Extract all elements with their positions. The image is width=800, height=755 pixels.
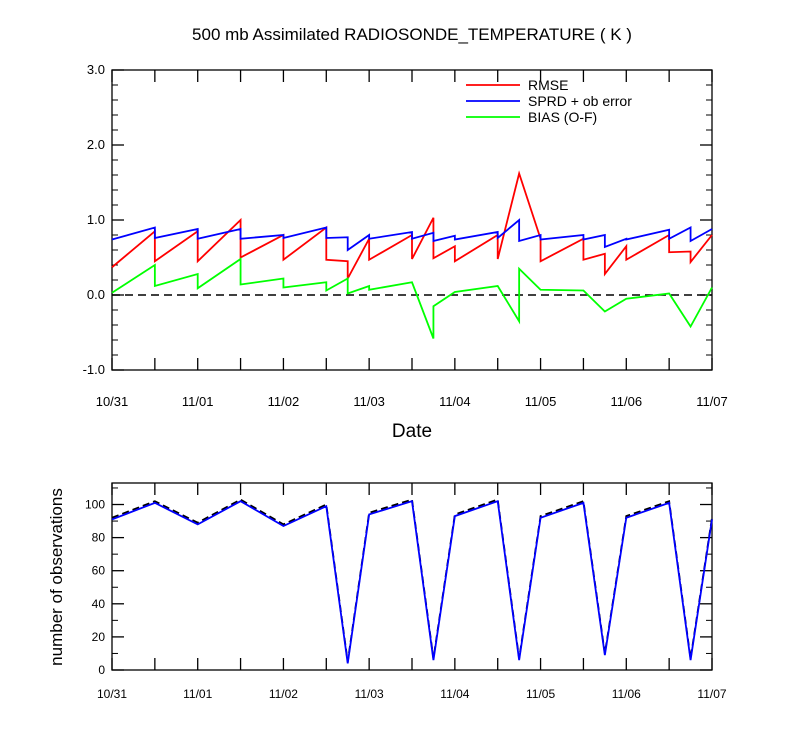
legend-label: SPRD + ob error	[528, 93, 632, 109]
x-tick-label: 11/06	[612, 687, 641, 701]
lower-y-axis-label: number of observations	[47, 488, 66, 666]
legend-label: BIAS (O-F)	[528, 109, 597, 125]
y-tick-label: 2.0	[87, 137, 105, 152]
x-tick-label: 11/03	[355, 687, 384, 701]
lower-panel: 10/31 11/01 11/02 11/03 11/04 11/05 11/06 11/07…	[85, 482, 727, 701]
y-tick-label: 0	[98, 663, 105, 677]
x-tick-label: 11/05	[526, 687, 555, 701]
x-tick-label: 11/02	[268, 394, 300, 409]
series-line-rmse	[111, 170, 713, 279]
series-line-0	[111, 498, 713, 662]
x-tick-label: 10/31	[97, 687, 127, 701]
y-tick-label: 0.0	[87, 287, 105, 302]
x-tick-label: 11/07	[696, 394, 728, 409]
y-tick-label: 80	[92, 531, 106, 545]
y-tick-label: 20	[92, 630, 106, 644]
plot-frame	[111, 482, 713, 671]
x-tick-label: 11/03	[353, 394, 385, 409]
upper-panel: 10/31 11/01 11/02 11/03 11/04 11/05 11/06 11/07…	[83, 62, 728, 409]
y-tick-label: -1.0	[83, 362, 105, 377]
legend-label: RMSE	[528, 77, 568, 93]
x-tick-label: 11/04	[439, 394, 471, 409]
y-tick-label: 60	[92, 564, 106, 578]
x-tick-label: 11/01	[182, 394, 214, 409]
series-line-bias-o-f	[111, 257, 713, 339]
x-tick-label: 11/04	[440, 687, 469, 701]
series-line-sprd-ob-error	[111, 218, 713, 252]
x-axis-label: Date	[392, 421, 432, 442]
x-tick-label: 11/06	[610, 394, 642, 409]
series-line-1	[111, 499, 713, 664]
y-tick-label: 3.0	[87, 62, 105, 77]
x-tick-label: 11/02	[269, 687, 298, 701]
plot-frame	[111, 69, 713, 371]
chart-title: 500 mb Assimilated RADIOSONDE_TEMPERATUR…	[192, 25, 632, 44]
x-tick-label: 11/01	[183, 687, 212, 701]
x-tick-label: 10/31	[96, 394, 129, 409]
x-tick-label: 11/07	[697, 687, 726, 701]
y-tick-label: 100	[85, 498, 105, 512]
y-tick-label: 1.0	[87, 212, 105, 227]
y-tick-label: 40	[92, 597, 106, 611]
x-tick-label: 11/05	[525, 394, 557, 409]
